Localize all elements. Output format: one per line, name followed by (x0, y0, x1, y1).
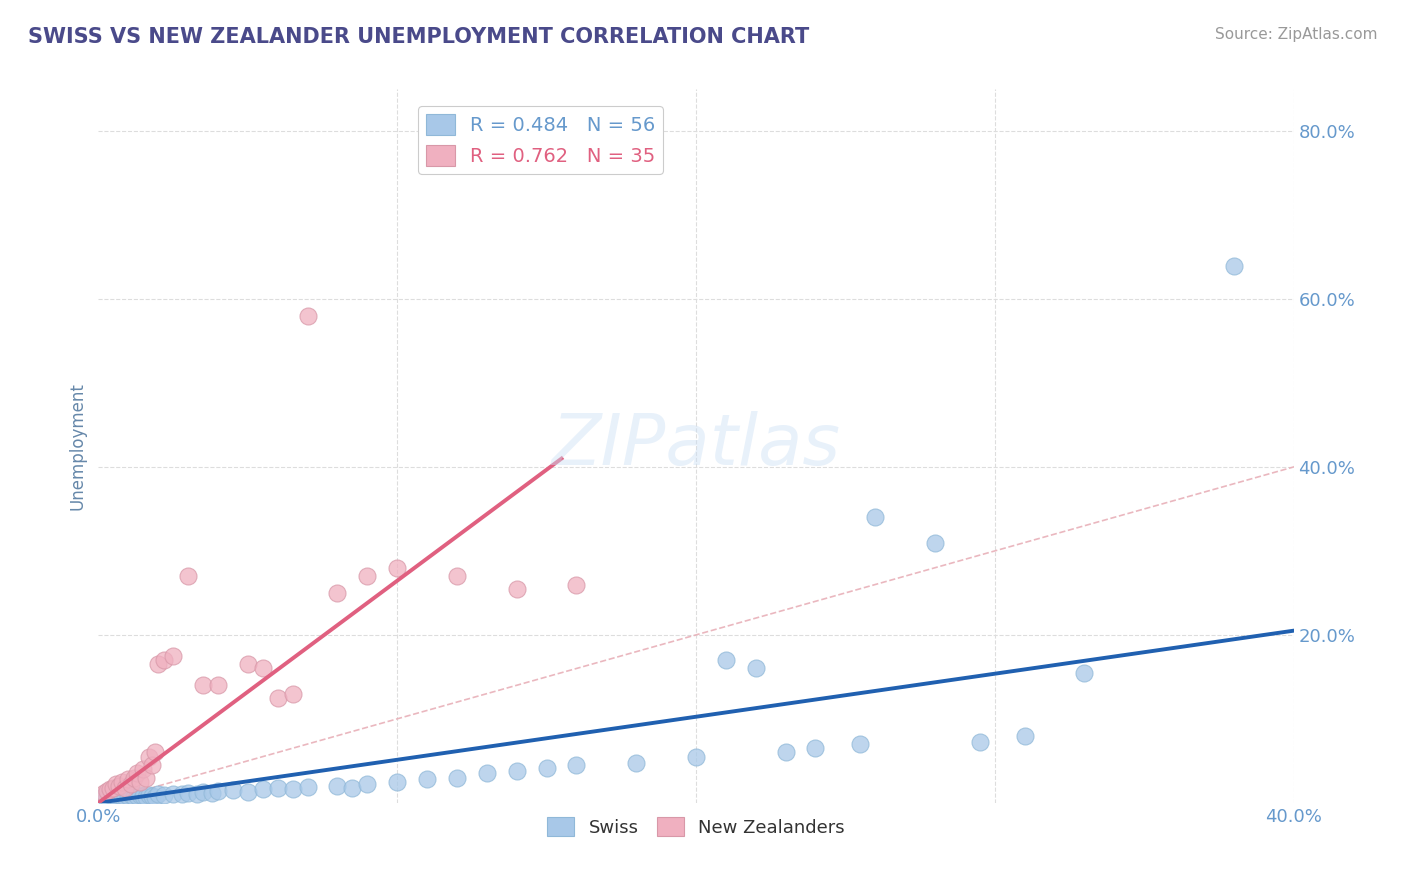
Point (446, 569, 468, 583)
Point (714, 653, 737, 667)
Point (236, 657, 259, 672)
Point (124, 771, 146, 785)
Point (148, 788, 170, 802)
Point (849, 737, 872, 751)
Point (267, 780, 290, 795)
Point (297, 780, 319, 794)
Point (172, 788, 194, 802)
Point (117, 789, 139, 803)
Point (138, 749, 160, 764)
Point (222, 783, 245, 797)
Point (326, 779, 349, 793)
Point (162, 787, 184, 801)
Point (267, 690, 290, 705)
Y-axis label: Unemployment: Unemployment (69, 382, 87, 510)
Point (141, 789, 163, 803)
Point (129, 789, 152, 803)
Point (93, 789, 115, 803)
Point (108, 779, 131, 793)
Point (252, 782, 274, 797)
Point (475, 766, 498, 780)
Legend: Swiss, New Zealanders: Swiss, New Zealanders (540, 809, 852, 844)
Point (138, 789, 160, 803)
Point (342, 780, 364, 795)
Point (804, 741, 827, 756)
Point (162, 648, 184, 663)
Point (143, 789, 166, 804)
Point (191, 678, 214, 692)
Point (297, 309, 319, 323)
Point (141, 758, 163, 772)
Point (385, 774, 409, 789)
Point (98, 789, 122, 803)
Point (745, 661, 768, 675)
Point (120, 777, 142, 791)
Point (177, 569, 200, 583)
Point (207, 784, 229, 798)
Point (565, 758, 588, 772)
Point (201, 786, 224, 800)
Point (281, 687, 304, 701)
Point (96, 789, 118, 804)
Point (685, 749, 707, 764)
Point (153, 789, 176, 803)
Point (111, 789, 134, 803)
Point (105, 789, 128, 804)
Point (506, 764, 529, 778)
Point (103, 789, 125, 803)
Point (186, 787, 208, 801)
Point (506, 582, 529, 596)
Point (446, 771, 468, 785)
Point (117, 772, 139, 787)
Point (1223, 259, 1246, 273)
Point (114, 789, 136, 804)
Point (191, 785, 214, 799)
Point (865, 510, 887, 524)
Point (127, 766, 149, 780)
Point (124, 789, 146, 804)
Point (98, 782, 122, 797)
Point (252, 661, 274, 675)
Point (281, 781, 304, 796)
Point (96, 784, 118, 798)
Point (105, 777, 128, 791)
Text: Source: ZipAtlas.com: Source: ZipAtlas.com (1215, 27, 1378, 42)
Text: ZIPatlas: ZIPatlas (551, 411, 841, 481)
Point (207, 678, 229, 692)
Point (356, 777, 378, 791)
Point (153, 653, 176, 667)
Point (1073, 665, 1095, 680)
Point (565, 577, 588, 591)
Point (148, 657, 170, 672)
Point (356, 569, 378, 583)
Point (416, 772, 439, 787)
Point (236, 785, 259, 799)
Point (143, 746, 166, 760)
Point (129, 774, 152, 789)
Point (775, 746, 797, 760)
Point (177, 786, 200, 800)
Point (536, 760, 558, 774)
Point (135, 771, 157, 785)
Point (135, 789, 157, 804)
Text: SWISS VS NEW ZEALANDER UNEMPLOYMENT CORRELATION CHART: SWISS VS NEW ZEALANDER UNEMPLOYMENT CORR… (28, 27, 810, 46)
Point (103, 780, 125, 795)
Point (120, 789, 142, 803)
Point (626, 756, 648, 770)
Point (969, 735, 991, 749)
Point (108, 789, 131, 803)
Point (385, 560, 409, 574)
Point (114, 780, 136, 795)
Point (924, 535, 946, 549)
Point (111, 774, 134, 789)
Point (127, 789, 149, 803)
Point (132, 789, 155, 803)
Point (132, 762, 155, 776)
Point (1014, 729, 1036, 743)
Point (326, 586, 349, 600)
Point (93, 786, 115, 800)
